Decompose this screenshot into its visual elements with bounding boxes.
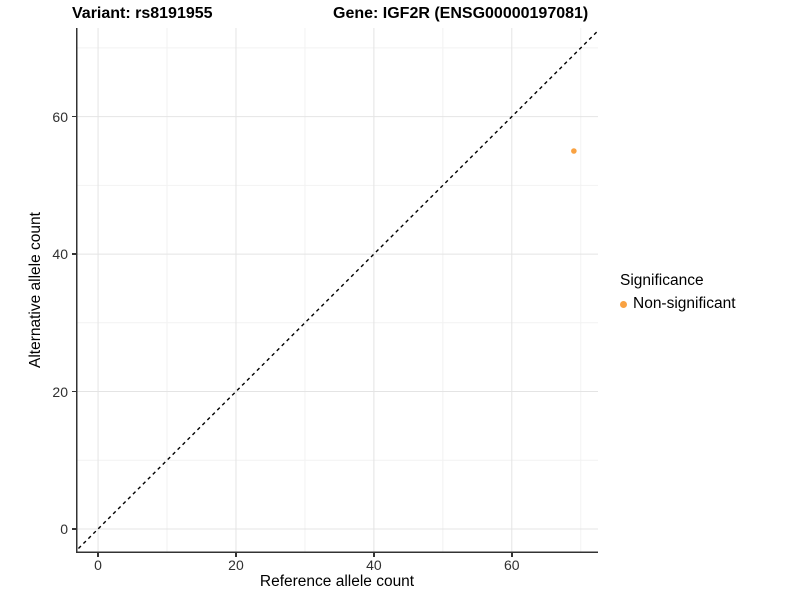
plot-title-gene: Gene: IGF2R (ENSG00000197081): [333, 5, 589, 22]
y-tick-mark: [72, 390, 76, 393]
legend-item-label: Non-significant: [633, 295, 736, 312]
scatter-plot-canvas: [76, 28, 598, 553]
y-tick-mark: [72, 528, 76, 530]
x-tick-mark: [235, 553, 237, 557]
legend-dot-icon: [620, 300, 627, 308]
x-tick-label: 40: [366, 557, 382, 573]
x-tick-mark: [511, 553, 513, 557]
x-tick-mark: [97, 553, 99, 557]
x-tick-label: 20: [228, 557, 244, 573]
x-tick-label: 0: [94, 557, 102, 573]
identity-reference-line: [76, 29, 598, 552]
plot-panel: [76, 28, 598, 553]
x-tick-mark: [373, 553, 375, 557]
legend-title: Significance: [620, 272, 704, 289]
y-tick-label: 40: [52, 246, 68, 263]
legend-item-non-significant: Non-significant: [620, 295, 736, 313]
y-tick-label: 20: [52, 383, 68, 400]
y-tick-label: 0: [60, 520, 68, 537]
y-tick-mark: [72, 253, 76, 255]
x-tick-label: 60: [504, 557, 520, 573]
y-tick-mark: [72, 115, 76, 118]
legend: Significance Non-significant: [620, 272, 736, 313]
plot-title-variant: Variant: rs8191955: [72, 5, 213, 22]
data-point: [571, 148, 577, 154]
y-axis-title: Alternative allele count: [27, 212, 44, 368]
x-axis-title: Reference allele count: [259, 573, 415, 590]
y-tick-label: 60: [52, 108, 68, 125]
